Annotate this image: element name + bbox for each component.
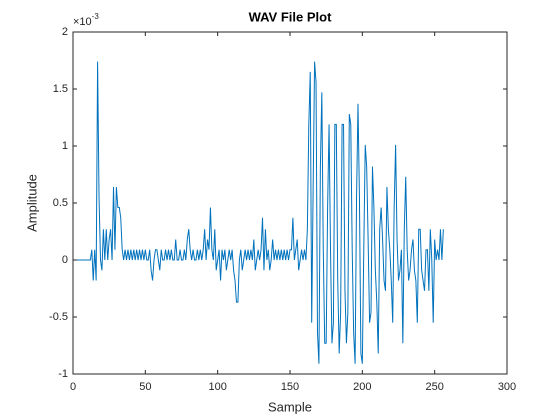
chart-title: WAV File Plot xyxy=(249,9,332,24)
y-tick-label: 1 xyxy=(62,140,68,152)
y-tick-label: -1 xyxy=(58,368,68,380)
y-multiplier-exponent: -3 xyxy=(92,12,100,21)
x-tick-label: 150 xyxy=(281,381,299,393)
y-tick-label: 0 xyxy=(62,254,68,266)
y-tick-label: -0.5 xyxy=(49,311,68,323)
y-tick-label: 2 xyxy=(62,26,68,38)
x-tick-label: 100 xyxy=(208,381,226,393)
x-tick-label: 50 xyxy=(139,381,151,393)
y-axis-label: Amplitude xyxy=(24,174,39,232)
x-tick-label: 300 xyxy=(498,381,516,393)
y-tick-label: 1.5 xyxy=(53,83,68,95)
x-axis-label: Sample xyxy=(268,399,312,414)
x-tick-label: 250 xyxy=(425,381,443,393)
y-multiplier-base: ×10 xyxy=(73,16,92,28)
y-tick-label: 0.5 xyxy=(53,197,68,209)
data-line xyxy=(74,61,444,364)
x-tick-label: 200 xyxy=(353,381,371,393)
y-multiplier: ×10-3 xyxy=(73,12,99,28)
x-tick-label: 0 xyxy=(70,381,76,393)
